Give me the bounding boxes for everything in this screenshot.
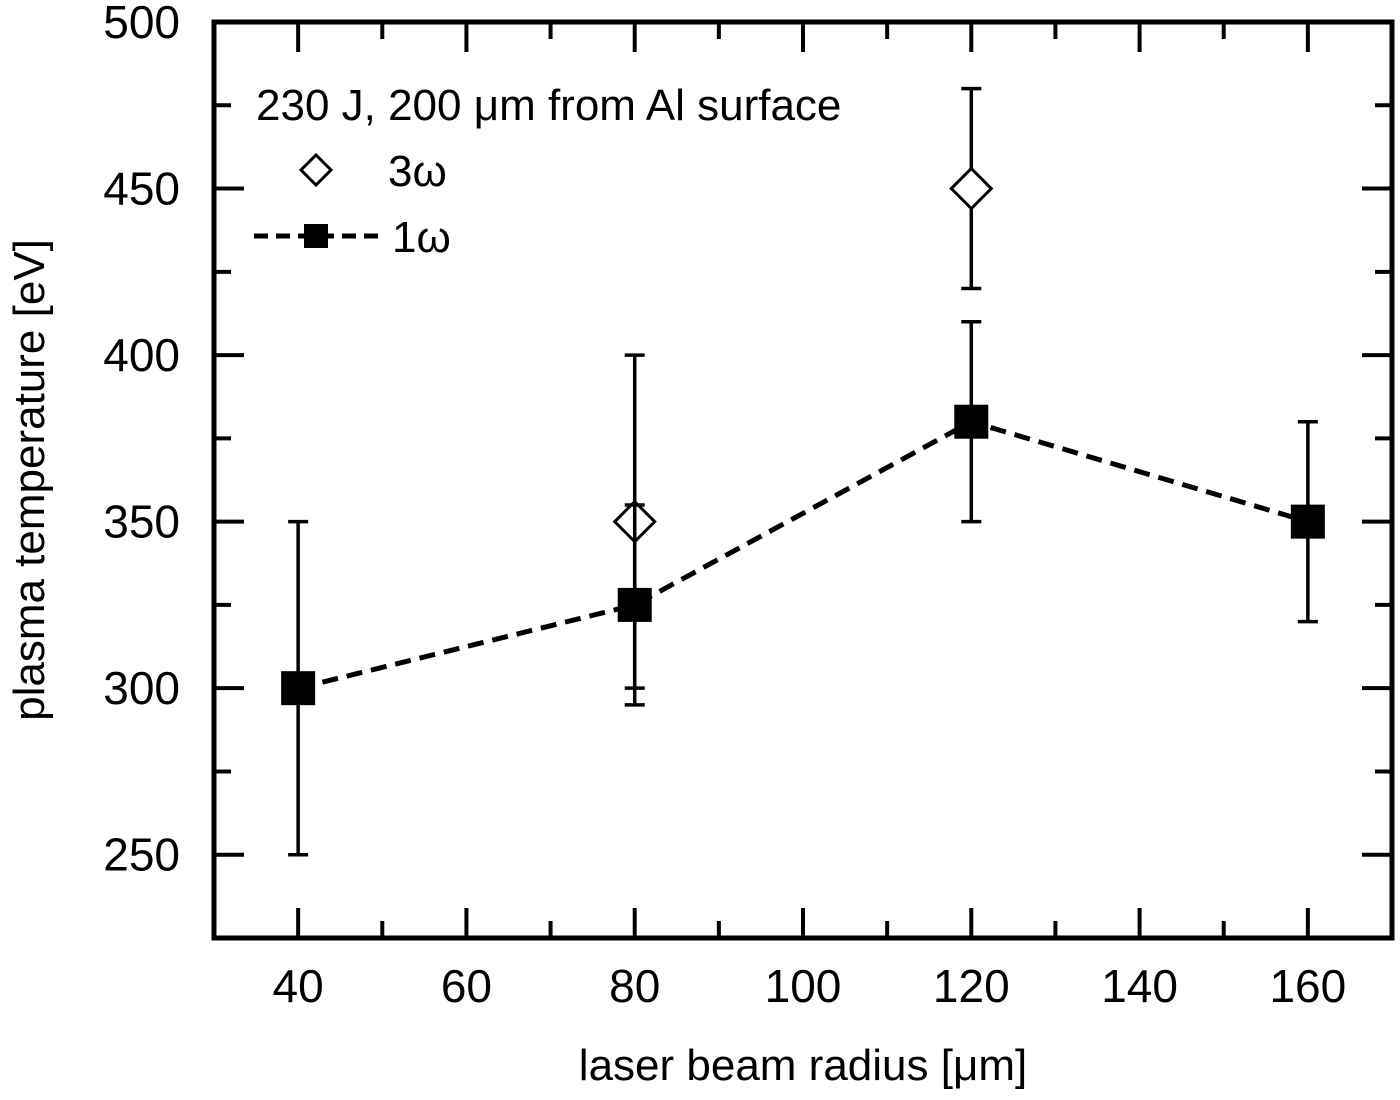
legend-title: 230 J, 200 μm from Al surface — [256, 81, 841, 130]
x-tick-label: 60 — [441, 960, 492, 1012]
plot-frame — [211, 19, 1395, 941]
legend: 230 J, 200 μm from Al surface 3ω 1ω — [254, 81, 841, 262]
y-axis-label: plasma temperature [eV] — [5, 239, 54, 721]
data-point-diamond — [949, 166, 994, 211]
legend-open-diamond-marker — [298, 152, 334, 188]
data-point-square — [281, 671, 316, 706]
x-tick-label: 100 — [765, 960, 842, 1012]
series-1w — [281, 320, 1325, 857]
legend-label-3w: 3ω — [388, 147, 447, 196]
series-dashed-line — [297, 419, 1309, 691]
legend-item-3w: 3ω — [298, 147, 447, 196]
legend-label-1w: 1ω — [392, 213, 451, 262]
legend-filled-square-marker — [304, 224, 328, 248]
y-tick-label: 350 — [103, 496, 180, 548]
x-axis-label: laser beam radius [μm] — [579, 1041, 1027, 1090]
y-tick-label: 400 — [103, 329, 180, 381]
y-tick-label: 300 — [103, 662, 180, 714]
tick-labels: 40 60 80 100 120 140 160 250 300 350 400 450 500 — [103, 0, 1346, 1012]
x-tick-label: 160 — [1269, 960, 1346, 1012]
x-tick-label: 120 — [933, 960, 1010, 1012]
x-tick-label: 80 — [609, 960, 660, 1012]
x-tick-label: 40 — [273, 960, 324, 1012]
axis-ticks — [212, 20, 1394, 940]
legend-item-1w: 1ω — [254, 213, 451, 262]
y-tick-label: 250 — [103, 829, 180, 881]
data-point-square — [954, 404, 989, 439]
x-tick-label: 140 — [1101, 960, 1178, 1012]
series-3w — [612, 86, 994, 690]
data-point-square — [1290, 504, 1325, 539]
data-point-square — [617, 587, 652, 622]
y-tick-label: 500 — [103, 0, 180, 48]
data-series — [281, 86, 1325, 857]
y-tick-label: 450 — [103, 163, 180, 215]
